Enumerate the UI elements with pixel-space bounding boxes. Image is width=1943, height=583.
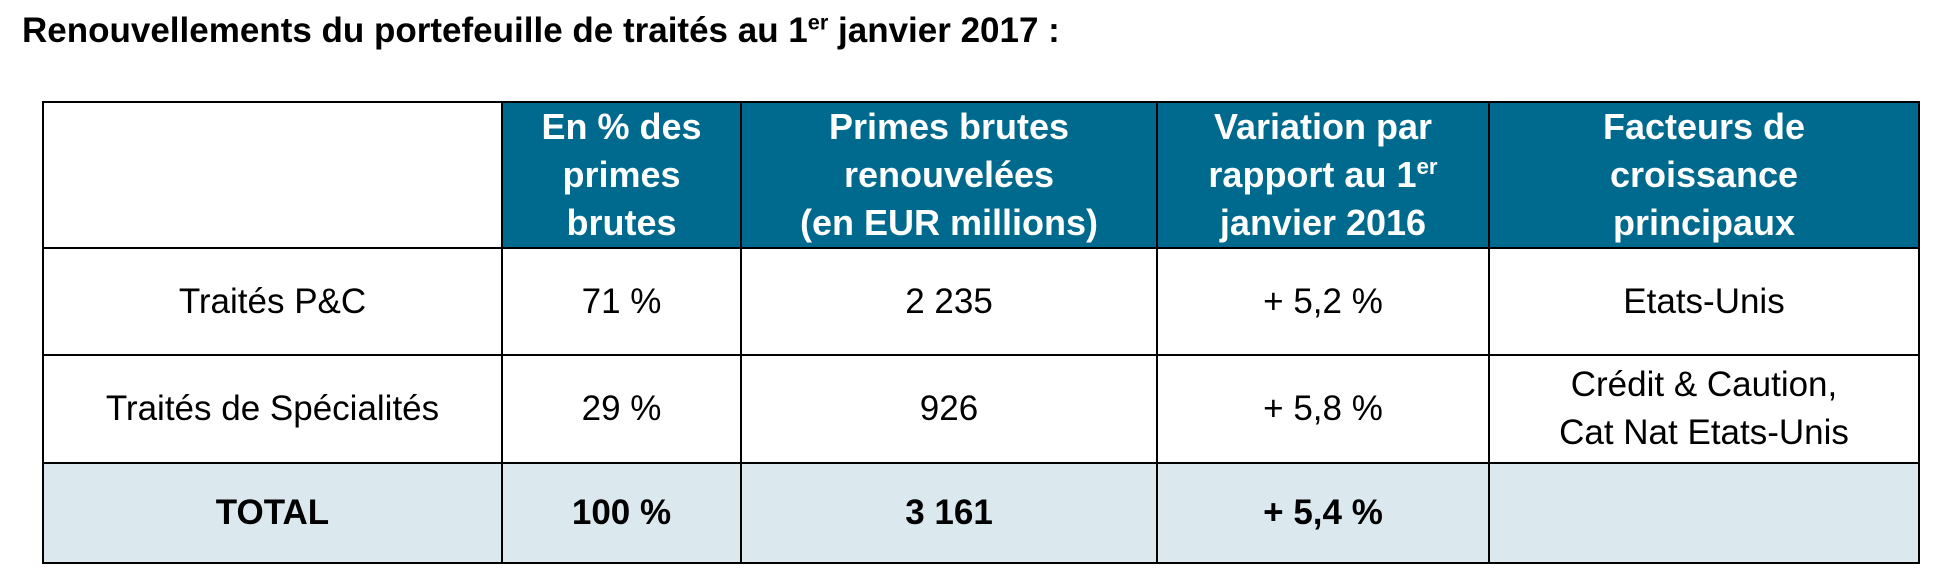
header-variation: Variation par rapport au 1er janvier 201… [1156,101,1490,249]
title-main: Renouvellements du portefeuille de trait… [22,11,808,50]
header-line: Primes brutes [828,106,1070,147]
total-row: TOTAL 100 % 3 161 + 5,4 % [42,462,1920,564]
header-line: janvier 2016 [1219,202,1427,243]
driver-line: Crédit & Caution, [1570,365,1838,404]
header-line: En % des [541,106,702,147]
header-line: renouvelées [843,154,1055,195]
header-line: primes [562,154,681,195]
header-pct-of-premiums: En % des primes brutes [501,101,742,249]
row-variation: + 5,2 % [1156,247,1490,356]
header-line-main: rapport au 1 [1208,154,1417,195]
header-superscript: er [1416,154,1438,179]
row-pct: 29 % [501,354,742,464]
header-row: En % des primes brutes Primes brutes ren… [42,101,1920,249]
document-title: Renouvellements du portefeuille de trait… [22,6,1060,56]
header-renewed-premiums: Primes brutes renouvelées (en EUR millio… [740,101,1158,249]
row-premiums: 926 [740,354,1158,464]
row-pct: 71 % [501,247,742,356]
header-growth-drivers: Facteurs de croissance principaux [1488,101,1920,249]
total-variation: + 5,4 % [1156,462,1490,564]
header-line: (en EUR millions) [799,202,1099,243]
table-row: Traités de Spécialités 29 % 926 + 5,8 % … [42,354,1920,464]
renewals-table: En % des primes brutes Primes brutes ren… [42,101,1920,564]
driver-line: Etats-Unis [1623,281,1785,321]
total-pct: 100 % [501,462,742,564]
header-line: Variation par [1213,106,1433,147]
row-premiums: 2 235 [740,247,1158,356]
header-corner-cell [42,101,503,249]
row-variation: + 5,8 % [1156,354,1490,464]
table-row: Traités P&C 71 % 2 235 + 5,2 % Etats-Uni… [42,247,1920,356]
header-line: croissance [1609,154,1799,195]
driver-line: Cat Nat Etats-Unis [1559,413,1849,452]
total-label: TOTAL [42,462,503,564]
row-drivers: Etats-Unis [1488,247,1920,356]
total-premiums: 3 161 [740,462,1158,564]
header-line: rapport au 1er [1168,151,1478,199]
row-label: Traités de Spécialités [42,354,503,464]
header-line: brutes [566,202,677,243]
header-line: Facteurs de [1602,106,1806,147]
row-label: Traités P&C [42,247,503,356]
title-superscript: er [807,9,829,35]
header-line: principaux [1612,202,1796,243]
title-rest: janvier 2017 : [828,11,1060,50]
row-drivers: Crédit & Caution, Cat Nat Etats-Unis [1488,354,1920,464]
total-drivers [1488,462,1920,564]
